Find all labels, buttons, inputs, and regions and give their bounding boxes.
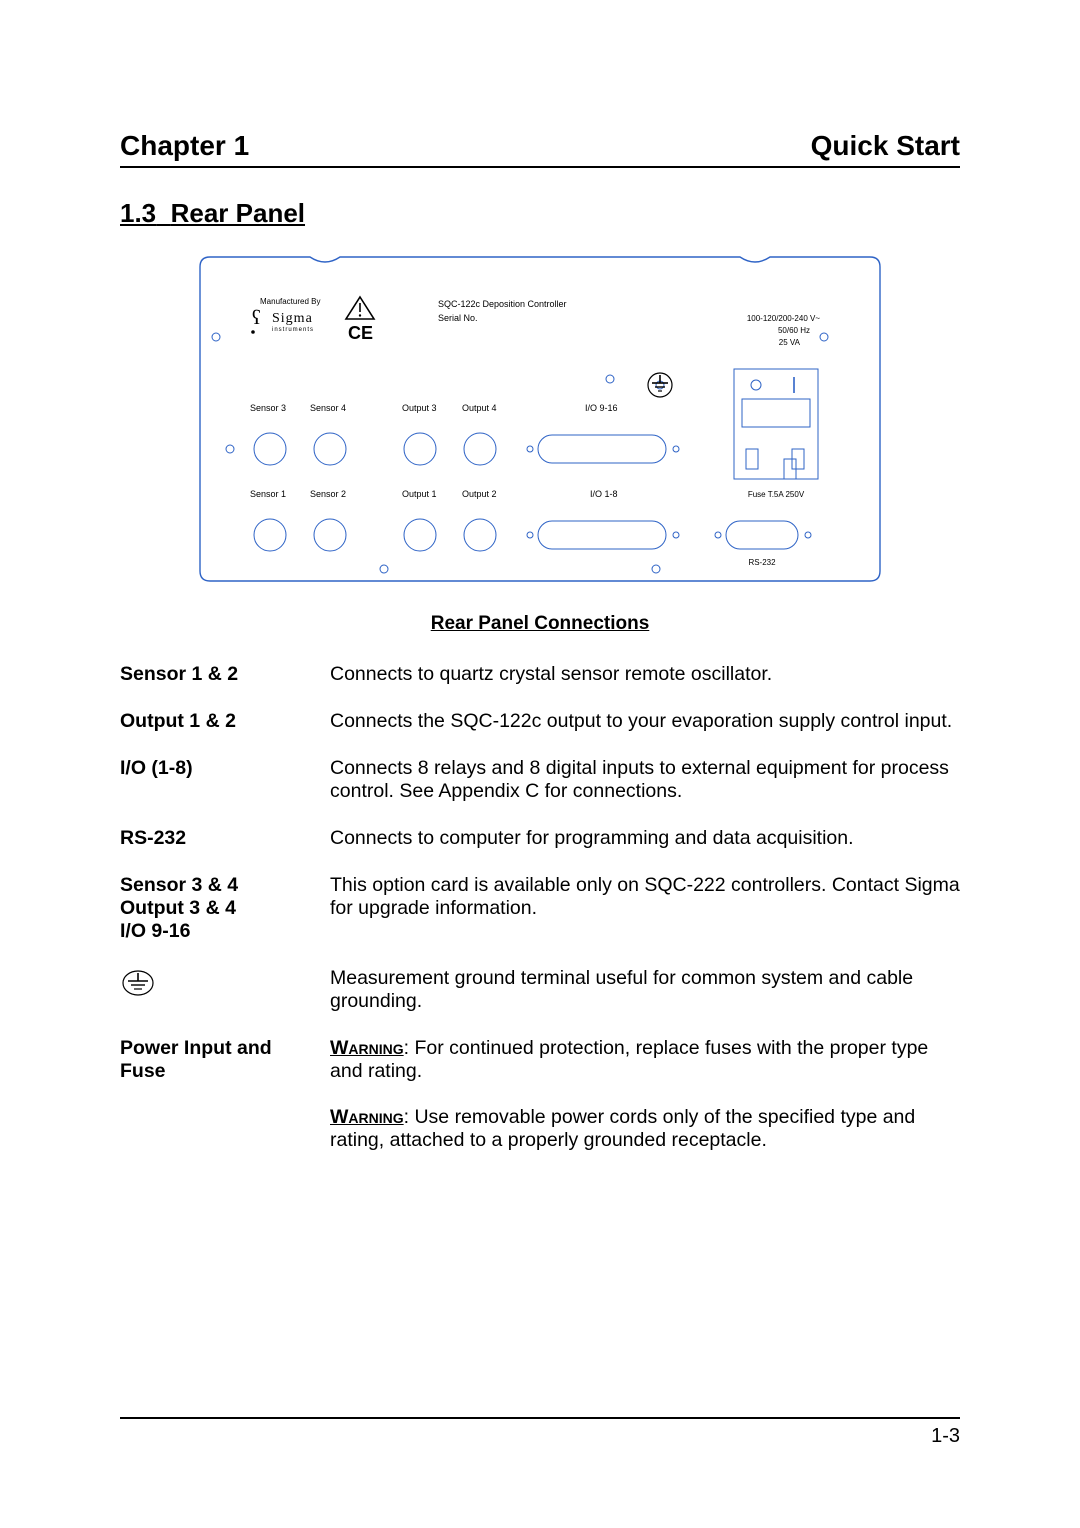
row-io18-label: I/O (1-8) xyxy=(120,757,330,827)
row-output12-label: Output 1 & 2 xyxy=(120,710,330,757)
sensor1-label: Sensor 1 xyxy=(250,489,286,499)
rear-panel-diagram: Manufactured By ʕ Sigma instruments CE S… xyxy=(120,249,960,589)
row-ground-label xyxy=(120,967,330,1037)
page-footer: 1-3 xyxy=(120,1417,960,1448)
section-title: 1.3 Rear Panel xyxy=(120,198,960,229)
row-option-label: Sensor 3 & 4 Output 3 & 4 I/O 9-16 xyxy=(120,874,330,967)
power-text1: : For continued protection, replace fuse… xyxy=(330,1037,928,1082)
row5-l3: I/O 9-16 xyxy=(120,920,190,942)
power-line1: 100-120/200-240 V~ xyxy=(747,314,821,323)
row5-l1: Sensor 3 & 4 xyxy=(120,874,238,896)
warning-word1: Warning xyxy=(330,1037,404,1059)
serial-label: Serial No. xyxy=(438,313,478,323)
sensor4-label: Sensor 4 xyxy=(310,403,346,413)
warning-triangle-icon xyxy=(346,297,374,319)
output4-label: Output 4 xyxy=(462,403,497,413)
output1-label: Output 1 xyxy=(402,489,437,499)
sigma-glyph-icon: ʕ xyxy=(252,307,261,329)
logo-name: Sigma xyxy=(272,311,313,326)
section-number: 1.3 xyxy=(120,198,156,228)
row-ground-text: Measurement ground terminal useful for c… xyxy=(330,967,960,1037)
row-option-text: This option card is available only on SQ… xyxy=(330,874,960,967)
product-name: SQC-122c Deposition Controller xyxy=(438,299,567,309)
logo-sub: instruments xyxy=(272,327,314,333)
quickstart-label: Quick Start xyxy=(811,130,960,162)
io916-label: I/O 9-16 xyxy=(585,403,618,413)
page-header: Chapter 1 Quick Start xyxy=(120,130,960,168)
row-rs232-text: Connects to computer for programming and… xyxy=(330,827,960,874)
row-power-text: Warning: For continued protection, repla… xyxy=(330,1037,960,1176)
page-number: 1-3 xyxy=(931,1425,960,1447)
row-power-label: Power Input and Fuse xyxy=(120,1037,330,1176)
power-text2: : Use removable power cords only of the … xyxy=(330,1106,915,1151)
ground-icon xyxy=(120,967,156,997)
power-line2: 50/60 Hz xyxy=(778,326,810,335)
row-sensor12-text: Connects to quartz crystal sensor remote… xyxy=(330,663,960,710)
row5-l2: Output 3 & 4 xyxy=(120,897,236,919)
row-output12-text: Connects the SQC-122c output to your eva… xyxy=(330,710,960,757)
section-name: Rear Panel xyxy=(171,198,305,228)
row-rs232-label: RS-232 xyxy=(120,827,330,874)
warning-word2: Warning xyxy=(330,1106,404,1128)
row-sensor12-label: Sensor 1 & 2 xyxy=(120,663,330,710)
io18-label: I/O 1-8 xyxy=(590,489,618,499)
rs232-label: RS-232 xyxy=(748,558,776,567)
ground-icon xyxy=(648,373,672,397)
sensor2-label: Sensor 2 xyxy=(310,489,346,499)
fuse-label: Fuse T.5A 250V xyxy=(748,490,805,499)
manufactured-by-text: Manufactured By xyxy=(260,297,320,306)
row7-l1: Power Input and xyxy=(120,1037,272,1059)
output2-label: Output 2 xyxy=(462,489,497,499)
connections-table: Sensor 1 & 2 Connects to quartz crystal … xyxy=(120,663,960,1176)
sensor3-label: Sensor 3 xyxy=(250,403,286,413)
figure-caption: Rear Panel Connections xyxy=(120,613,960,635)
row-io18-text: Connects 8 relays and 8 digital inputs t… xyxy=(330,757,960,827)
output3-label: Output 3 xyxy=(402,403,437,413)
ce-mark-icon: CE xyxy=(348,323,373,343)
chapter-label: Chapter 1 xyxy=(120,130,249,162)
power-line3: 25 VA xyxy=(779,338,801,347)
row7-l2: Fuse xyxy=(120,1060,166,1082)
